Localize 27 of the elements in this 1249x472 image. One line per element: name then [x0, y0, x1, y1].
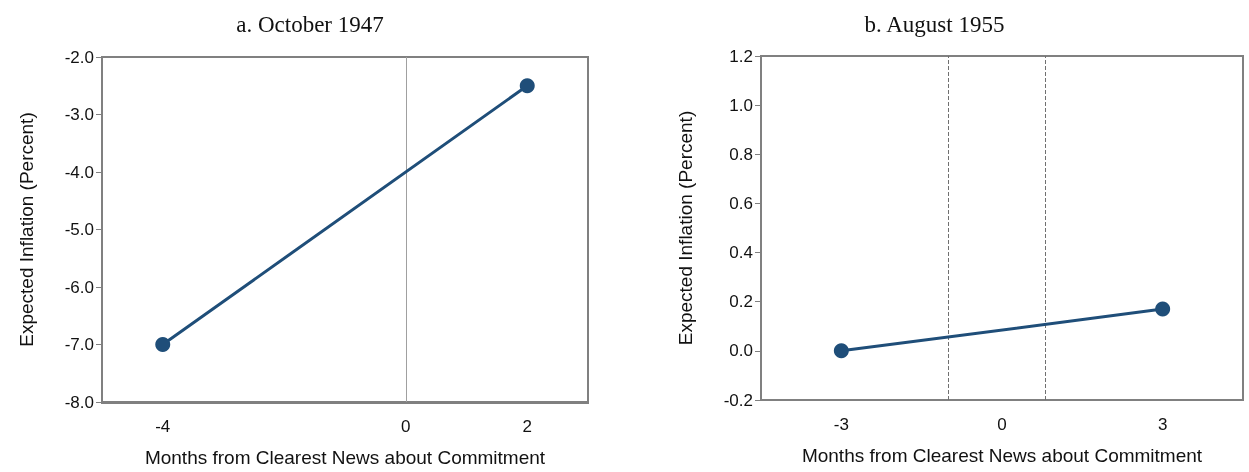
y-tick-label: -7.0 — [64, 335, 94, 354]
y-tick-label: -0.2 — [723, 390, 753, 410]
y-axis-title: Expected Inflation (Percent) — [675, 110, 696, 346]
x-tick-label: -3 — [833, 415, 849, 434]
x-tick-label: 0 — [997, 415, 1007, 434]
y-tick-label: -2.0 — [64, 47, 94, 67]
y-tick-label: -6.0 — [64, 277, 94, 297]
y-tick-label: 0.0 — [729, 341, 753, 361]
y-tick-label: -5.0 — [64, 220, 94, 239]
y-axis-title: Expected Inflation (Percent) — [16, 112, 37, 347]
x-tick-label: 3 — [1157, 415, 1168, 434]
y-tick-label: 1.0 — [729, 95, 753, 115]
y-tick-label: -4.0 — [64, 162, 94, 182]
x-axis-title: Months from Clearest News about Commitment — [144, 447, 546, 468]
y-tick-label: 0.8 — [729, 144, 753, 164]
x-axis-title: Months from Clearest News about Commitment — [801, 445, 1203, 466]
y-tick-label: 0.2 — [729, 292, 753, 312]
x-tick-label: -4 — [155, 417, 171, 436]
y-tick-label: 0.4 — [729, 243, 753, 263]
x-tick-label: 2 — [522, 417, 532, 436]
chart-title: b. August 1955 — [864, 12, 1005, 37]
y-tick-label: -3.0 — [64, 105, 94, 124]
chart-title: a. October 1947 — [236, 12, 384, 37]
y-tick-label: -8.0 — [64, 392, 94, 412]
x-tick-label: 0 — [401, 417, 411, 436]
y-tick-label: 0.6 — [729, 193, 753, 213]
y-tick-label: 1.2 — [729, 46, 753, 66]
